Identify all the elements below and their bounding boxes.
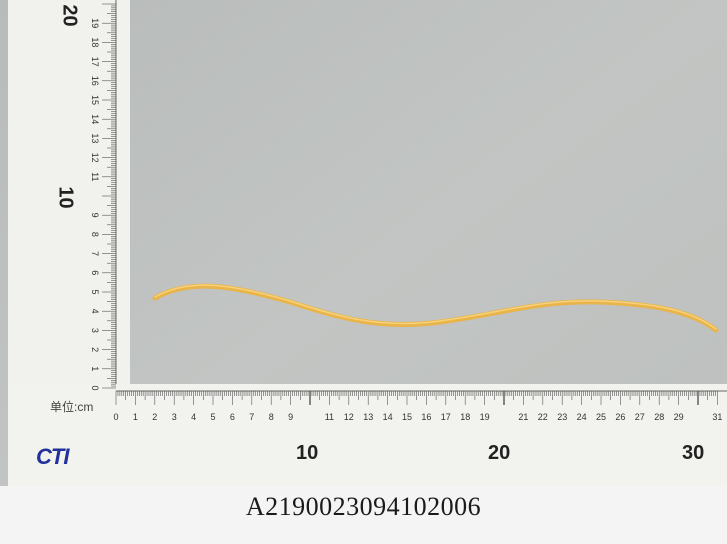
ruler-label-2: 2 — [152, 412, 157, 422]
ruler-vertical-label-0: 0 — [90, 385, 100, 390]
ruler-label-7: 7 — [249, 412, 254, 422]
ruler-vertical-label-18: 18 — [90, 37, 100, 47]
ruler-vertical-label-5: 5 — [90, 289, 100, 294]
ruler-vertical-label-2: 2 — [90, 347, 100, 352]
vertical-ruler-labels: 19 18 17 16 15 14 13 12 11 9 8 7 6 5 4 3 2 1 0 — [90, 18, 100, 390]
horizontal-ruler-ticks — [115, 391, 718, 405]
ruler-vertical-label-14: 14 — [90, 114, 100, 124]
ruler-vertical-label-3: 3 — [90, 328, 100, 333]
ruler-label-11: 11 — [325, 412, 334, 422]
ruler-vertical-major-label-10: 10 — [54, 186, 77, 209]
ruler-vertical-label-12: 12 — [90, 153, 100, 163]
ruler-label-27: 27 — [635, 412, 645, 422]
ruler-vertical-label-6: 6 — [90, 270, 100, 275]
ruler-label-1: 1 — [133, 412, 138, 422]
specimen-id-caption: A2190023094102006 — [245, 492, 482, 521]
ruler-vertical-major-label-20: 20 — [58, 4, 81, 27]
ruler-vertical-label-7: 7 — [90, 251, 100, 256]
ruler-vertical-label-19: 19 — [90, 18, 100, 28]
ruler-vertical-label-13: 13 — [90, 133, 100, 143]
ruler-label-3: 3 — [172, 412, 177, 422]
ruler-label-6: 6 — [230, 412, 235, 422]
ruler-vertical-label-16: 16 — [90, 76, 100, 86]
ruler-vertical-label-4: 4 — [90, 309, 100, 314]
vertical-ruler — [8, 0, 130, 390]
ruler-label-9: 9 — [288, 412, 293, 422]
caption-bar — [0, 486, 727, 544]
ruler-label-14: 14 — [383, 412, 393, 422]
horizontal-ruler-labels: 0 1 2 3 4 5 6 7 8 9 11 12 13 14 15 16 17 18 19 21 22 23 24 25 26… — [113, 412, 722, 422]
ruler-label-28: 28 — [654, 412, 664, 422]
ruler-label-25: 25 — [596, 412, 606, 422]
ruler-label-5: 5 — [210, 412, 215, 422]
ruler-label-24: 24 — [577, 412, 587, 422]
brand-logo: CTI — [36, 444, 69, 469]
ruler-label-13: 13 — [363, 412, 373, 422]
unit-label: 单位:cm — [50, 400, 94, 414]
horizontal-ruler — [8, 384, 727, 486]
ruler-label-12: 12 — [344, 412, 354, 422]
ruler-label-23: 23 — [557, 412, 567, 422]
ruler-major-label-20: 20 — [488, 442, 511, 464]
ruler-vertical-label-17: 17 — [90, 57, 100, 67]
ruler-label-0: 0 — [113, 412, 118, 422]
ruler-vertical-label-8: 8 — [90, 232, 100, 237]
ruler-label-19: 19 — [480, 412, 490, 422]
ruler-vertical-label-1: 1 — [90, 366, 100, 371]
ruler-label-29: 29 — [674, 412, 684, 422]
ruler-label-26: 26 — [615, 412, 625, 422]
ruler-label-16: 16 — [421, 412, 431, 422]
ruler-label-18: 18 — [460, 412, 470, 422]
ruler-label-4: 4 — [191, 412, 196, 422]
ruler-label-22: 22 — [538, 412, 548, 422]
ruler-label-8: 8 — [269, 412, 274, 422]
ruler-major-label-10: 10 — [296, 442, 319, 464]
ruler-label-31: 31 — [712, 412, 722, 422]
ruler-major-label-30: 30 — [682, 442, 705, 464]
specimen-worm — [152, 283, 719, 333]
ruler-vertical-label-11: 11 — [90, 172, 100, 181]
ruler-label-15: 15 — [402, 412, 412, 422]
ruler-vertical-label-9: 9 — [90, 213, 100, 218]
ruler-label-17: 17 — [441, 412, 451, 422]
ruler-vertical-label-15: 15 — [90, 95, 100, 105]
ruler-label-21: 21 — [518, 412, 528, 422]
vertical-ruler-ticks — [102, 3, 116, 389]
